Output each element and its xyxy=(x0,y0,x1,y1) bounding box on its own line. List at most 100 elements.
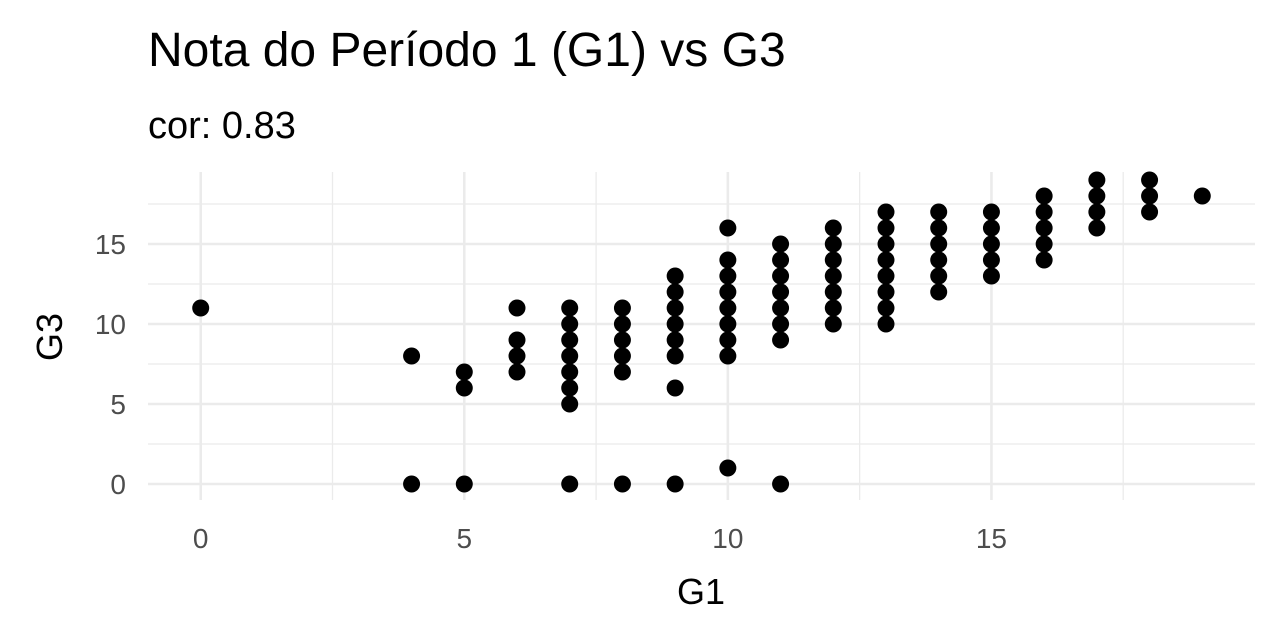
data-point xyxy=(772,235,790,253)
data-point xyxy=(1141,203,1159,221)
data-point xyxy=(930,219,948,237)
data-point xyxy=(877,267,895,285)
x-tick-label: 10 xyxy=(712,523,743,554)
data-point xyxy=(930,267,948,285)
data-point xyxy=(877,251,895,269)
data-point xyxy=(666,331,684,349)
data-point xyxy=(613,363,631,381)
data-point xyxy=(508,347,526,365)
data-point xyxy=(613,347,631,365)
data-point xyxy=(719,315,737,333)
data-point xyxy=(930,235,948,253)
x-tick-label: 0 xyxy=(193,523,209,554)
data-point xyxy=(719,347,737,365)
grid xyxy=(148,172,1255,500)
data-point xyxy=(1088,219,1106,237)
data-point xyxy=(877,203,895,221)
data-point xyxy=(719,267,737,285)
data-point xyxy=(1141,171,1159,189)
data-point xyxy=(982,251,1000,269)
data-point xyxy=(508,299,526,317)
data-point xyxy=(508,363,526,381)
data-point xyxy=(666,283,684,301)
data-point xyxy=(561,379,579,397)
data-point xyxy=(877,283,895,301)
data-point xyxy=(1193,187,1211,205)
data-point xyxy=(666,475,684,493)
x-tick-label: 15 xyxy=(976,523,1007,554)
y-tick-label: 0 xyxy=(110,469,126,500)
data-point xyxy=(772,475,790,493)
data-point xyxy=(772,267,790,285)
data-point xyxy=(982,219,1000,237)
data-point xyxy=(982,267,1000,285)
data-point xyxy=(508,331,526,349)
data-point xyxy=(772,283,790,301)
data-point xyxy=(561,475,579,493)
data-point xyxy=(772,299,790,317)
data-point xyxy=(719,299,737,317)
chart-title: Nota do Período 1 (G1) vs G3 xyxy=(148,24,786,77)
data-point xyxy=(1088,203,1106,221)
data-point xyxy=(613,331,631,349)
data-point xyxy=(824,299,842,317)
data-point xyxy=(877,315,895,333)
data-point xyxy=(930,283,948,301)
data-point xyxy=(719,459,737,477)
y-tick-label: 10 xyxy=(95,309,126,340)
data-point xyxy=(561,299,579,317)
data-point xyxy=(824,235,842,253)
data-point xyxy=(1035,235,1053,253)
y-axis-title: G3 xyxy=(29,313,70,361)
data-point xyxy=(982,235,1000,253)
data-point xyxy=(1035,187,1053,205)
data-point xyxy=(877,235,895,253)
x-axis-title: G1 xyxy=(677,571,725,612)
data-point xyxy=(719,251,737,269)
data-point xyxy=(561,331,579,349)
data-point xyxy=(455,475,473,493)
data-point xyxy=(561,347,579,365)
data-point xyxy=(772,251,790,269)
data-point xyxy=(719,283,737,301)
data-point xyxy=(982,203,1000,221)
data-point xyxy=(561,363,579,381)
data-point xyxy=(613,315,631,333)
data-point xyxy=(930,203,948,221)
data-point xyxy=(719,219,737,237)
data-point xyxy=(824,267,842,285)
data-point xyxy=(1035,251,1053,269)
data-point xyxy=(719,331,737,349)
data-point xyxy=(613,299,631,317)
data-point xyxy=(403,347,421,365)
data-point xyxy=(613,475,631,493)
data-point xyxy=(1088,187,1106,205)
data-point xyxy=(877,219,895,237)
x-tick-labels: 0 5 10 15 xyxy=(193,523,1007,554)
data-point xyxy=(455,379,473,397)
data-point xyxy=(1088,171,1106,189)
data-point xyxy=(1035,203,1053,221)
x-tick-label: 5 xyxy=(456,523,472,554)
data-point xyxy=(561,395,579,413)
chart-subtitle: cor: 0.83 xyxy=(148,105,296,147)
data-point xyxy=(930,251,948,269)
y-tick-label: 15 xyxy=(95,229,126,260)
data-point xyxy=(772,331,790,349)
data-point xyxy=(666,267,684,285)
data-point xyxy=(192,299,210,317)
data-point xyxy=(666,379,684,397)
data-point xyxy=(877,299,895,317)
data-point xyxy=(824,219,842,237)
points-layer xyxy=(192,171,1211,493)
y-tick-labels: 0 5 10 15 xyxy=(95,229,126,500)
data-point xyxy=(824,283,842,301)
data-point xyxy=(1035,219,1053,237)
data-point xyxy=(1141,187,1159,205)
data-point xyxy=(772,315,790,333)
data-point xyxy=(824,315,842,333)
data-point xyxy=(403,475,421,493)
data-point xyxy=(455,363,473,381)
data-point xyxy=(666,299,684,317)
